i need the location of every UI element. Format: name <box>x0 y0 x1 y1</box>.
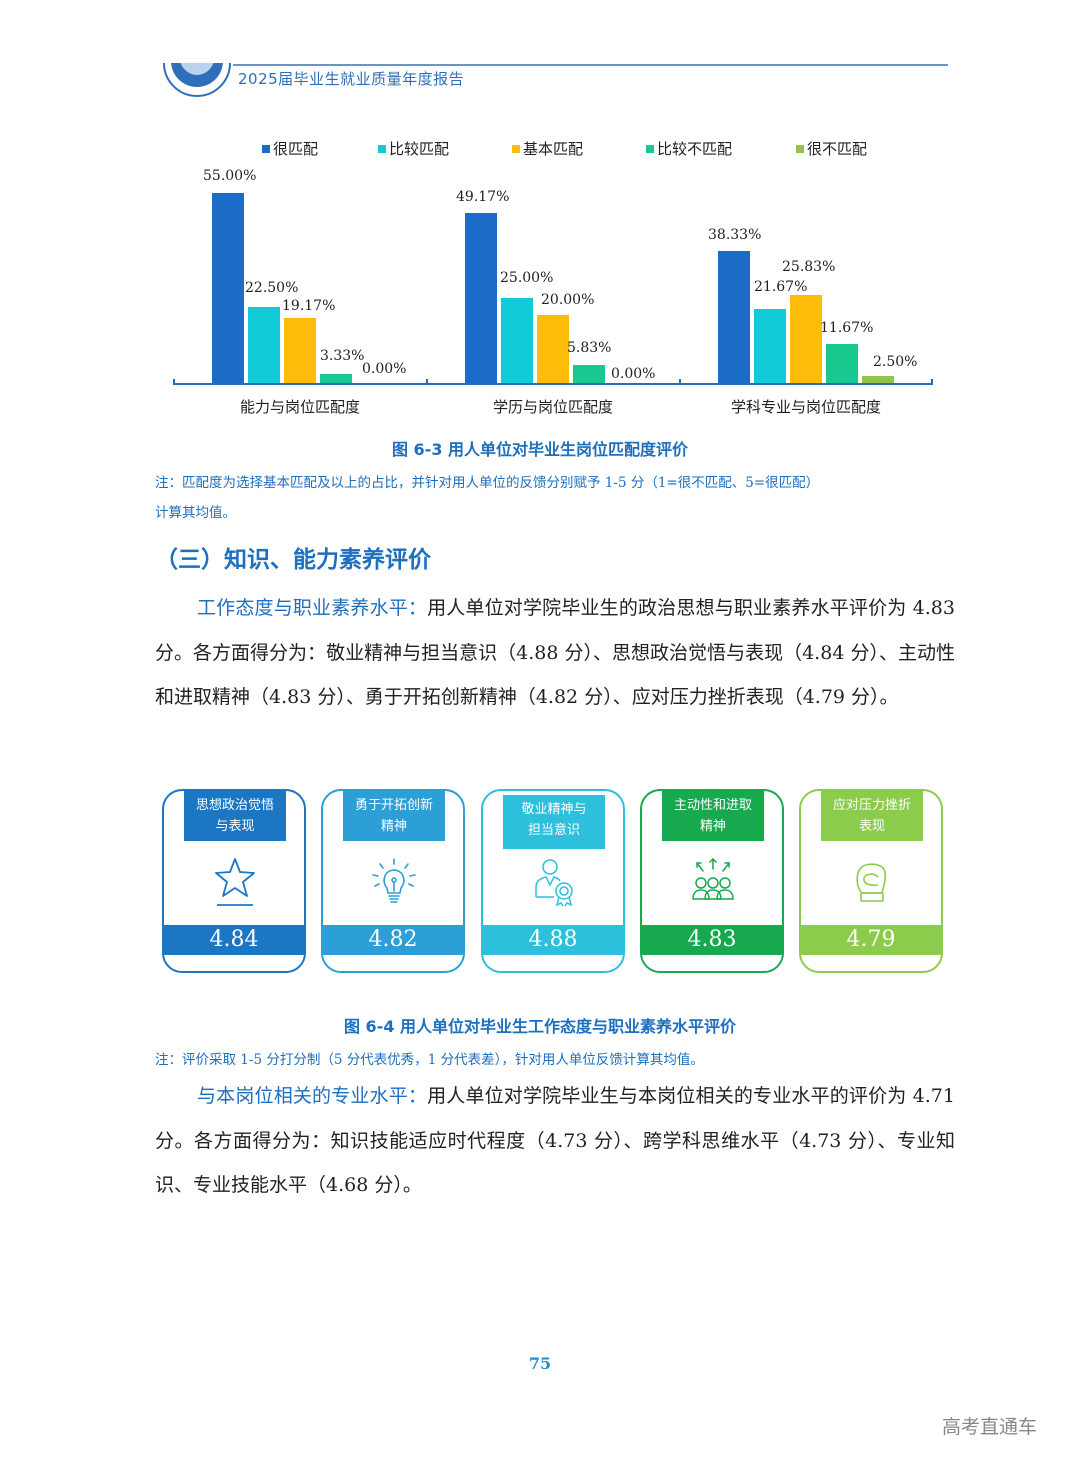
bar <box>790 295 822 383</box>
report-logo <box>163 63 231 99</box>
x-axis-category-label: 学科专业与岗位匹配度 <box>730 398 881 416</box>
bar <box>284 318 316 383</box>
bar-value-label: 11.67% <box>820 320 874 336</box>
bar <box>248 307 280 383</box>
note-line: 计算其均值。 <box>155 505 236 521</box>
bar-value-label: 3.33% <box>320 348 365 364</box>
figure-6-4-caption: 图 6-4 用人单位对毕业生工作态度与职业素养水平评价 <box>343 1017 737 1036</box>
star-icon <box>215 858 255 906</box>
bar <box>826 344 858 383</box>
bar <box>320 374 352 383</box>
bar <box>754 309 786 383</box>
bar-value-label: 25.00% <box>500 270 554 286</box>
card-score: 4.79 <box>801 925 941 955</box>
lightbulb-icon <box>372 858 416 903</box>
x-axis-tick <box>426 379 428 385</box>
score-card: 应对压力挫折 表现 4.79 <box>799 789 943 973</box>
x-axis-tick <box>931 379 933 385</box>
figure-6-3-caption: 图 6-3 用人单位对毕业生岗位匹配度评价 <box>391 440 689 459</box>
bar-value-label: 19.17% <box>282 298 336 314</box>
boxing-glove-icon <box>856 863 887 902</box>
legend-item: 基本匹配 <box>512 138 583 159</box>
page-number: 75 <box>528 1354 552 1373</box>
score-card: 主动性和进取 精神 4.83 <box>640 789 784 973</box>
x-axis <box>173 383 933 385</box>
score-card: 思想政治觉悟 与表现 4.84 <box>162 789 306 973</box>
x-axis-category-label: 能力与岗位匹配度 <box>239 398 360 416</box>
bar-chart-job-match: 很匹配 比较匹配 基本匹配 比较不匹配 很不匹配 55.00% 22.50% 1… <box>0 0 1080 430</box>
score-card: 勇于开拓创新 精神 4.82 <box>321 789 465 973</box>
bar-value-label: 20.00% <box>541 292 595 308</box>
report-title: 2025届毕业生就业质量年度报告 <box>238 70 465 88</box>
x-axis-tick <box>679 379 681 385</box>
legend-item: 比较不匹配 <box>646 138 732 159</box>
bar <box>465 213 497 383</box>
x-axis-tick <box>173 379 175 385</box>
bar <box>573 365 605 383</box>
card-title: 勇于开拓创新 精神 <box>343 791 445 841</box>
paragraph-lead: 工作态度与职业素养水平： <box>197 597 428 619</box>
bar <box>862 376 894 383</box>
card-score: 4.88 <box>483 925 623 955</box>
bar <box>212 193 244 383</box>
card-title: 思想政治觉悟 与表现 <box>184 791 286 841</box>
legend-item: 很匹配 <box>262 138 318 159</box>
card-title: 主动性和进取 精神 <box>662 791 764 841</box>
bar <box>537 315 569 383</box>
legend-item: 比较匹配 <box>378 138 449 159</box>
bar <box>501 298 533 383</box>
paragraph-work-attitude: 工作态度与职业素养水平：用人单位对学院毕业生的政治思想与职业素养水平评价为 4.… <box>155 586 955 720</box>
team-arrows-icon <box>692 857 734 900</box>
chart-legend: 很匹配 比较匹配 基本匹配 比较不匹配 很不匹配 <box>0 138 1080 158</box>
header-rule <box>233 64 948 66</box>
bar-value-label: 25.83% <box>782 259 836 275</box>
section-heading: （三）知识、能力素养评价 <box>155 547 431 573</box>
figure-6-3-note: 注：匹配度为选择基本匹配及以上的占比，并针对用人单位的反馈分别赋予 1-5 分（… <box>155 468 955 528</box>
paragraph-body: 用人单位对学院毕业生的政治思想与职业素养水平评价为 4.83 分。各方面得分为：… <box>155 597 955 708</box>
person-award-icon <box>535 859 573 907</box>
paragraph-body: 用人单位对学院毕业生与本岗位相关的专业水平的评价为 4.71 分。各方面得分为：… <box>155 1085 955 1196</box>
watermark: 高考直通车 <box>942 1416 1038 1438</box>
bar-value-label: 5.83% <box>567 340 612 356</box>
bar-value-label: 49.17% <box>456 189 510 205</box>
card-score: 4.83 <box>642 925 782 955</box>
x-axis-category-label: 学历与岗位匹配度 <box>492 398 613 416</box>
card-score: 4.82 <box>323 925 463 955</box>
note-line: 注：匹配度为选择基本匹配及以上的占比，并针对用人单位的反馈分别赋予 1-5 分（… <box>155 475 820 491</box>
bar-value-label: 0.00% <box>362 361 407 377</box>
paragraph-professional-level: 与本岗位相关的专业水平：用人单位对学院毕业生与本岗位相关的专业水平的评价为 4.… <box>155 1074 955 1208</box>
bar-value-label: 2.50% <box>873 354 918 370</box>
bar-value-label: 21.67% <box>754 279 808 295</box>
bar-value-label: 22.50% <box>245 280 299 296</box>
score-card: 敬业精神与 担当意识 4.88 <box>481 789 625 973</box>
figure-6-4-note: 注：评价采取 1-5 分打分制（5 分代表优秀，1 分代表差），针对用人单位反馈… <box>155 1052 704 1068</box>
card-title: 应对压力挫折 表现 <box>821 791 923 841</box>
bar-value-label: 55.00% <box>203 168 257 184</box>
card-score: 4.84 <box>164 925 304 955</box>
bar <box>718 251 750 383</box>
bar-value-label: 38.33% <box>708 227 762 243</box>
legend-item: 很不匹配 <box>796 138 867 159</box>
paragraph-lead: 与本岗位相关的专业水平： <box>197 1085 428 1107</box>
bar-value-label: 0.00% <box>611 366 656 382</box>
card-title: 敬业精神与 担当意识 <box>503 795 605 849</box>
